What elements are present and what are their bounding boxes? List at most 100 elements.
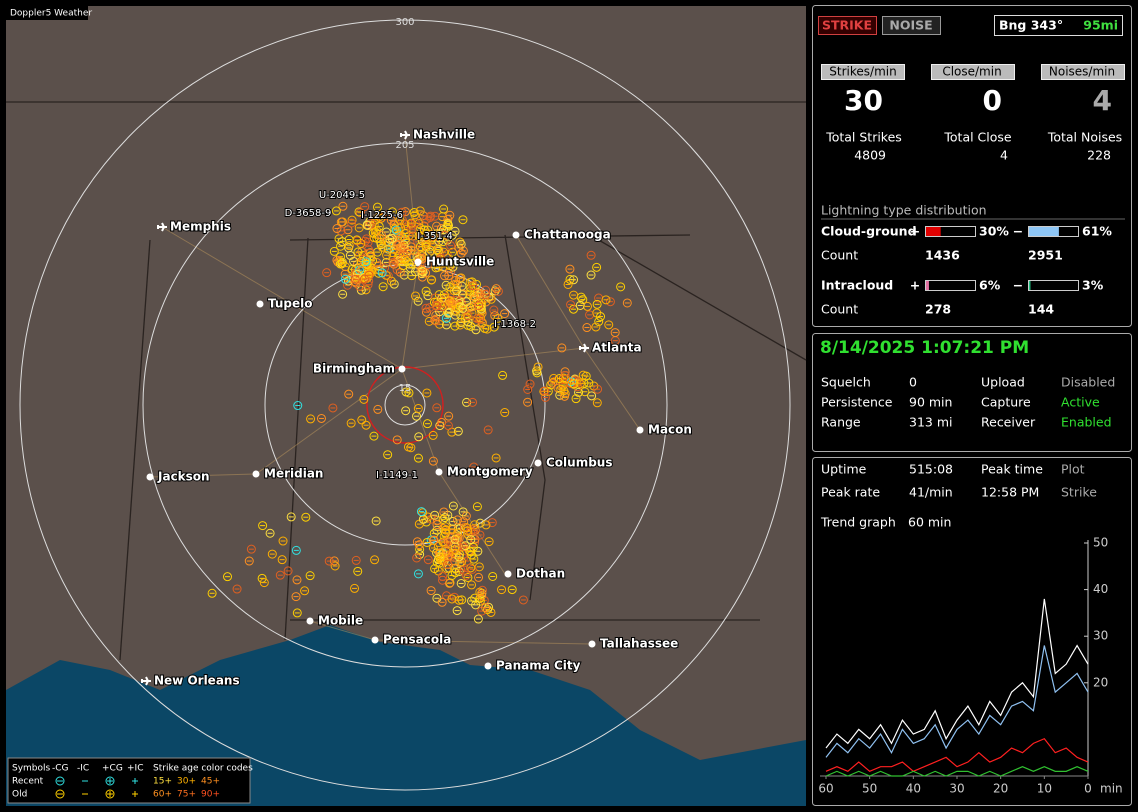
total-value: 4	[1000, 148, 1008, 163]
city-label: Montgomery	[447, 465, 533, 479]
clock: 8/14/2025 1:07:21 PM	[820, 338, 1029, 358]
city-dot	[512, 231, 520, 239]
distance: 95mi	[1083, 18, 1118, 33]
strike-symbol	[448, 516, 458, 526]
rate-value: 4	[1093, 84, 1112, 117]
setting: Squelch	[821, 375, 871, 390]
strike-symbol	[452, 606, 462, 616]
bar-fill	[926, 227, 941, 236]
strike-symbol	[416, 507, 426, 517]
strike-symbol	[493, 286, 503, 296]
strike-symbol	[400, 235, 410, 245]
strike-symbol	[367, 267, 377, 277]
city-dot	[484, 662, 492, 670]
strike-symbol	[573, 377, 583, 387]
distribution-title: Lightning type distribution	[821, 203, 987, 218]
city-label: Memphis	[170, 220, 231, 234]
strike-symbol	[477, 585, 487, 595]
city-label: Tallahassee	[600, 637, 678, 651]
city-label: Birmingham	[313, 362, 395, 376]
strike-symbol	[413, 453, 423, 463]
strike-symbol	[354, 223, 364, 233]
city-dot	[588, 640, 596, 648]
strike-symbol	[444, 271, 454, 281]
strike-symbol	[396, 223, 406, 233]
strike-symbol	[433, 541, 443, 551]
strike-symbol	[417, 265, 427, 275]
rate-button[interactable]	[821, 64, 905, 80]
panels	[812, 5, 1132, 806]
city-dot	[256, 300, 264, 308]
strike-symbol	[258, 521, 268, 531]
strike-symbol	[426, 230, 436, 240]
strike-symbol	[438, 514, 448, 524]
strike-symbol	[574, 387, 584, 397]
strike-symbol	[373, 404, 383, 414]
strike-button[interactable]	[818, 16, 877, 35]
noise-button[interactable]	[882, 16, 941, 35]
strike-symbol	[422, 388, 432, 398]
city-label: Mobile	[318, 614, 363, 628]
city-label: Dothan	[516, 567, 565, 581]
setting: Persistence	[821, 395, 893, 410]
strike-symbol	[569, 304, 579, 314]
strike-symbol	[454, 595, 464, 605]
strike-symbol	[337, 257, 347, 267]
strike-symbol	[466, 563, 476, 573]
strike-symbol	[322, 268, 332, 278]
strike-symbol	[361, 420, 371, 430]
strike-symbol	[592, 262, 602, 272]
strike-symbol	[622, 298, 632, 308]
setting: Capture	[981, 395, 1031, 410]
strike-symbol	[324, 556, 334, 566]
strike-symbol	[432, 403, 442, 413]
rate-button[interactable]	[931, 64, 1015, 80]
strike-symbol	[346, 418, 356, 428]
rate-button[interactable]	[1041, 64, 1125, 80]
highway-label: I-351-4	[417, 231, 453, 242]
legend-age: 60+	[153, 790, 172, 800]
strike-symbol	[370, 555, 380, 565]
legend-symbol	[105, 789, 115, 799]
strike-symbol	[560, 391, 570, 401]
strike-symbol	[490, 311, 500, 321]
city-dot	[414, 258, 422, 266]
legend-label: Strike age color codes	[153, 764, 253, 774]
legend-label: Symbols	[12, 764, 51, 774]
x-unit: min	[1100, 782, 1123, 796]
strike-symbol	[396, 242, 406, 252]
strike-symbol	[442, 235, 452, 245]
strike-symbol	[355, 208, 365, 218]
strike-symbol	[400, 254, 410, 264]
strike-symbol	[559, 386, 569, 396]
strike-symbol	[547, 378, 557, 388]
strike-symbol	[557, 343, 567, 353]
airport-icon	[141, 676, 151, 686]
x-tick-label: 10	[1037, 782, 1052, 796]
setting: 90 min	[909, 395, 952, 410]
strike-symbol	[452, 286, 462, 296]
strike-symbol	[460, 305, 470, 315]
strike-symbol	[259, 578, 269, 588]
state-lines	[6, 101, 807, 661]
strike-symbol	[401, 406, 411, 416]
city-dot	[371, 636, 379, 644]
strike-symbol	[421, 303, 431, 313]
strike-symbol	[471, 600, 481, 610]
legend-age: 90+	[201, 790, 220, 800]
strike-symbol	[340, 274, 350, 284]
strike-symbol	[465, 277, 475, 287]
legend-age: 45+	[201, 777, 220, 787]
strike-symbol	[350, 583, 360, 593]
strike-symbol	[356, 238, 366, 248]
strike-symbol	[330, 561, 340, 571]
strike-symbol	[472, 502, 482, 512]
strike-symbol	[393, 240, 403, 250]
airport-icon	[579, 343, 589, 353]
city-dot	[435, 468, 443, 476]
strike-symbol	[497, 585, 507, 595]
strike-symbol	[331, 206, 341, 216]
strike-symbol	[347, 215, 357, 225]
strike-symbol	[332, 224, 342, 234]
strike-symbol	[450, 321, 460, 331]
